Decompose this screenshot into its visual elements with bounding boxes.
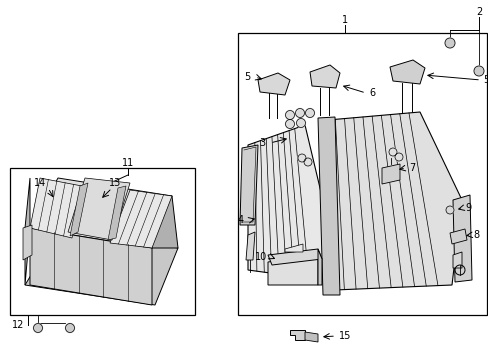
Text: 12: 12: [12, 320, 24, 330]
Circle shape: [473, 66, 483, 76]
Polygon shape: [110, 190, 172, 248]
Text: 14: 14: [34, 178, 46, 188]
Circle shape: [295, 108, 304, 117]
Circle shape: [445, 206, 453, 214]
Polygon shape: [108, 186, 126, 240]
Circle shape: [304, 158, 311, 166]
Text: 15: 15: [338, 331, 350, 341]
Polygon shape: [381, 164, 399, 184]
Text: 3: 3: [259, 138, 264, 148]
Text: 7: 7: [408, 163, 414, 173]
Circle shape: [388, 148, 396, 156]
Circle shape: [285, 120, 294, 129]
Polygon shape: [25, 178, 30, 285]
Circle shape: [65, 324, 74, 333]
Polygon shape: [245, 232, 254, 260]
Polygon shape: [240, 145, 258, 225]
Polygon shape: [70, 183, 88, 236]
Polygon shape: [305, 332, 317, 342]
Polygon shape: [30, 178, 172, 248]
Polygon shape: [289, 330, 305, 340]
Text: 5: 5: [482, 75, 488, 85]
Circle shape: [34, 324, 42, 333]
Circle shape: [297, 154, 305, 162]
Text: 13: 13: [109, 178, 121, 188]
Text: 6: 6: [368, 88, 374, 98]
Text: 10: 10: [254, 252, 266, 262]
Polygon shape: [452, 195, 471, 282]
Polygon shape: [309, 65, 339, 88]
Polygon shape: [30, 178, 82, 238]
Polygon shape: [25, 228, 178, 305]
Polygon shape: [317, 249, 321, 285]
Polygon shape: [452, 252, 461, 268]
Polygon shape: [327, 112, 461, 290]
Polygon shape: [449, 229, 466, 244]
Text: 1: 1: [341, 15, 347, 25]
Circle shape: [305, 108, 314, 117]
Text: 8: 8: [472, 230, 478, 240]
Polygon shape: [30, 228, 152, 305]
Polygon shape: [258, 73, 289, 95]
Polygon shape: [247, 125, 329, 280]
Polygon shape: [238, 33, 486, 315]
Polygon shape: [10, 168, 195, 315]
Polygon shape: [267, 249, 321, 265]
Text: 9: 9: [464, 203, 470, 213]
Polygon shape: [267, 255, 317, 285]
Polygon shape: [23, 225, 32, 260]
Text: 5: 5: [244, 72, 250, 82]
Text: 4: 4: [238, 215, 244, 225]
Polygon shape: [68, 178, 130, 240]
Circle shape: [394, 153, 402, 161]
Circle shape: [285, 111, 294, 120]
Text: 11: 11: [122, 158, 134, 168]
Circle shape: [296, 118, 305, 127]
Text: 2: 2: [475, 7, 481, 17]
Polygon shape: [389, 60, 424, 84]
Polygon shape: [152, 196, 178, 248]
Circle shape: [444, 38, 454, 48]
Polygon shape: [285, 244, 303, 252]
Polygon shape: [317, 117, 339, 295]
